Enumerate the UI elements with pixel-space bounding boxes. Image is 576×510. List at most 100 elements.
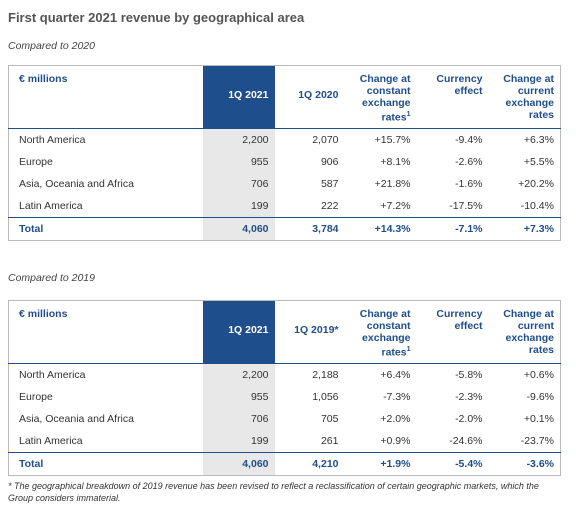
cell: Europe: [19, 155, 53, 168]
table-caption: Compared to 2020: [8, 40, 95, 52]
body-row: Asia, Oceania and Africa 706 705 +2.0% -2.0%…: [9, 407, 561, 430]
body-row: Europe 955 906 +8.1% -2.6% +5.5%: [9, 150, 561, 173]
total-cell: +1.9%: [344, 451, 417, 475]
header-text: 1Q 2021: [228, 88, 269, 101]
cell: 706: [202, 172, 275, 195]
header-cell: Change at current exchange rates: [488, 300, 561, 364]
header-text: € millions: [19, 73, 68, 85]
total-cell: -5.4%: [416, 451, 489, 475]
data-table: € millions 1Q 2021 1Q 2019* Change at const…: [8, 300, 561, 476]
cell: +2.0%: [380, 412, 411, 425]
header-cell: € millions: [8, 65, 203, 129]
cell: -10.4%: [520, 199, 554, 212]
header-text: € millions: [19, 308, 68, 320]
cell: 261: [320, 434, 339, 447]
cell: North America: [19, 368, 86, 381]
footnote: * The geographical breakdown of 2019 rev…: [8, 480, 564, 504]
cell: +6.3%: [523, 133, 554, 146]
cell: -17.5%: [449, 199, 483, 212]
header-cell: Currency effect: [416, 300, 489, 364]
body-row: Latin America 199 261 +0.9% -24.6% -23.7%: [9, 429, 561, 452]
header-cell: Change at current exchange rates: [488, 65, 561, 129]
cell: Latin America: [19, 434, 83, 447]
total-cell: 4,060: [202, 216, 275, 240]
header-cell: 1Q 2019*: [274, 300, 345, 364]
header-text: Change at constant exchange rates: [359, 73, 411, 124]
cell: -7.3%: [383, 390, 411, 403]
cell: +5.5%: [523, 155, 554, 168]
cell: -5.8%: [455, 368, 483, 381]
header-text: Currency effect: [436, 73, 483, 97]
total-cell: Total: [8, 451, 203, 475]
header-note: 1: [406, 111, 411, 118]
cell: -24.6%: [449, 434, 483, 447]
header-text: Currency effect: [436, 308, 483, 332]
cell: -2.0%: [455, 412, 483, 425]
header-text: Change at current exchange rates: [503, 308, 554, 356]
header-text: 1Q 2021: [228, 323, 269, 336]
cell: 2,188: [312, 368, 339, 381]
cell: 706: [202, 407, 275, 430]
cell: +20.2%: [518, 177, 554, 190]
total-row: Total 4,060 3,784 +14.3% -7.1% +7.3%: [8, 216, 561, 240]
cell: -23.7%: [520, 434, 554, 447]
header-cell: Change at constant exchange rates1: [344, 300, 417, 364]
data-table: € millions 1Q 2021 1Q 2020 Change at consta…: [8, 65, 561, 241]
header-text: 1Q 2019*: [294, 323, 339, 336]
cell: -9.4%: [455, 133, 483, 146]
title: First quarter 2021 revenue by geographic…: [8, 10, 305, 25]
cell: 587: [320, 177, 339, 190]
table-caption: Compared to 2019: [8, 272, 95, 284]
header-cell: € millions: [8, 300, 203, 364]
cell: 1,056: [312, 390, 339, 403]
cell: 199: [202, 429, 275, 452]
header-cell: 1Q 2020: [274, 65, 345, 129]
cell: 2,200: [202, 128, 275, 151]
header-row: € millions 1Q 2021 1Q 2019* Change at const…: [8, 300, 561, 364]
cell: Asia, Oceania and Africa: [19, 177, 134, 190]
cell: 955: [202, 150, 275, 173]
header-text: Change at constant exchange rates: [359, 308, 411, 359]
total-cell: 4,060: [202, 451, 275, 475]
cell: -9.6%: [526, 390, 554, 403]
cell: 222: [320, 199, 339, 212]
total-cell: -3.6%: [488, 451, 561, 475]
cell: 2,200: [202, 363, 275, 386]
total-row: Total 4,060 4,210 +1.9% -5.4% -3.6%: [8, 451, 561, 475]
cell: 955: [202, 385, 275, 408]
header-text: Change at current exchange rates: [503, 73, 554, 121]
cell: -1.6%: [455, 177, 483, 190]
footnote-text: The geographical breakdown of 2019 reven…: [8, 481, 539, 503]
cell: -2.3%: [455, 390, 483, 403]
header-cell: 1Q 2021: [202, 65, 275, 129]
cell: +0.6%: [523, 368, 554, 381]
header-note: 1: [406, 346, 411, 353]
cell: Latin America: [19, 199, 83, 212]
cell: +15.7%: [374, 133, 411, 146]
cell: +8.1%: [380, 155, 411, 168]
cell: +0.1%: [523, 412, 554, 425]
total-cell: 3,784: [274, 216, 345, 240]
body-row: North America 2,200 2,070 +15.7% -9.4% +6.3%: [9, 128, 561, 151]
cell: +6.4%: [380, 368, 411, 381]
header-text: 1Q 2020: [298, 88, 339, 101]
cell: Asia, Oceania and Africa: [19, 412, 134, 425]
header-cell: Change at constant exchange rates1: [344, 65, 417, 129]
cell: 705: [320, 412, 339, 425]
header-cell: Currency effect: [416, 65, 489, 129]
cell: Europe: [19, 390, 53, 403]
footnote-marker: *: [8, 481, 12, 491]
cell: 2,070: [312, 133, 339, 146]
cell: +0.9%: [380, 434, 411, 447]
body-row: Latin America 199 222 +7.2% -17.5% -10.4%: [9, 194, 561, 217]
total-cell: +14.3%: [344, 216, 417, 240]
body-row: Asia, Oceania and Africa 706 587 +21.8% -1.6…: [9, 172, 561, 195]
header-cell: 1Q 2021: [202, 300, 275, 364]
cell: -2.6%: [455, 155, 483, 168]
body-row: Europe 955 1,056 -7.3% -2.3% -9.6%: [9, 385, 561, 408]
body-row: North America 2,200 2,188 +6.4% -5.8% +0.6%: [9, 363, 561, 386]
cell: 906: [320, 155, 339, 168]
header-row: € millions 1Q 2021 1Q 2020 Change at consta…: [8, 65, 561, 129]
total-cell: Total: [8, 216, 203, 240]
